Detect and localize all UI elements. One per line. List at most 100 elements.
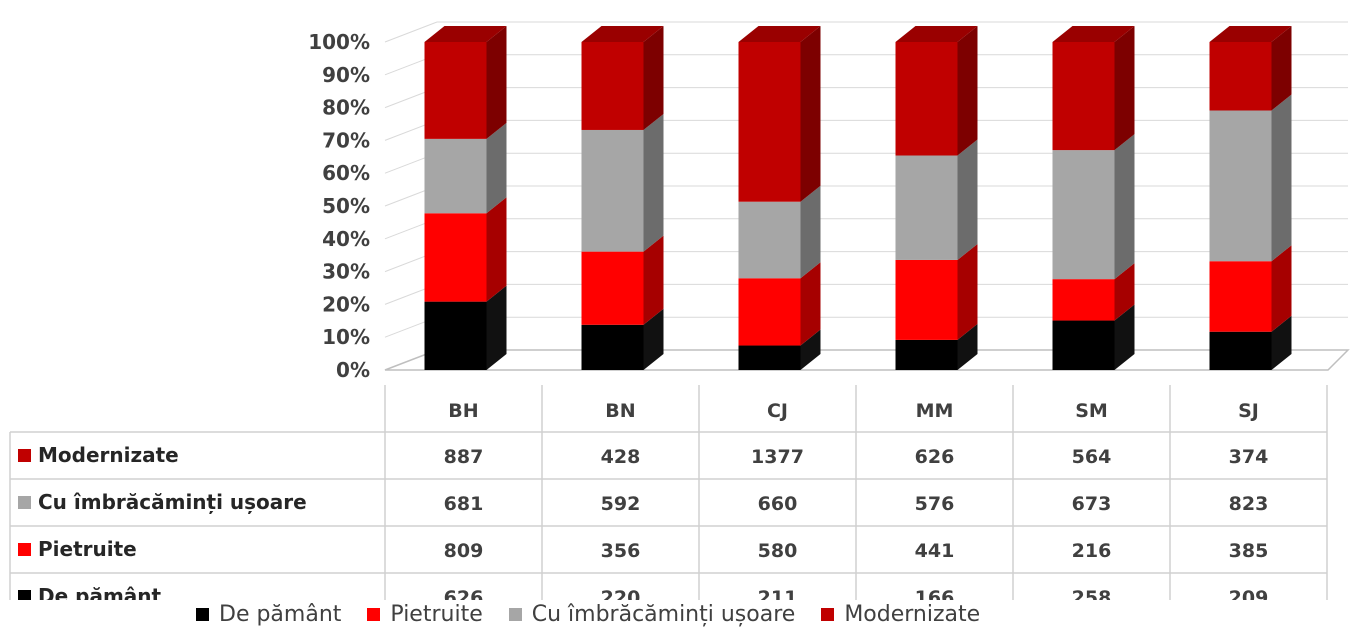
bar-segment-cj-1 bbox=[738, 262, 821, 346]
y-tick-label: 30% bbox=[322, 260, 370, 284]
data-table: BH BN CJ MM SM SJ Modernizate 887 428 1377 626 564 3… bbox=[9, 385, 1328, 600]
legend-label: Pietruite bbox=[390, 602, 483, 627]
table-cell: 441 bbox=[915, 540, 955, 562]
legend-item: Cu îmbrăcăminți ușoare bbox=[508, 602, 796, 627]
bar-side bbox=[957, 139, 978, 260]
bar-segment-sm-1 bbox=[1052, 263, 1135, 321]
table-cell: 258 bbox=[1072, 587, 1112, 600]
stacked-bar-chart: 0% 10% 20% 30% 40% 50% 60% 70% 80% 90% 100% BH BN CJ… bbox=[9, 21, 1350, 600]
y-tick-label: 100% bbox=[308, 30, 370, 54]
legend-swatch bbox=[367, 608, 381, 621]
legend-label: De pământ bbox=[219, 602, 342, 627]
bar-side bbox=[800, 329, 821, 370]
bar-front bbox=[424, 213, 487, 302]
bar-top bbox=[424, 26, 507, 42]
table-cell: 166 bbox=[915, 587, 955, 600]
gridline-depth bbox=[384, 21, 438, 43]
table-cell: 564 bbox=[1072, 446, 1112, 468]
legend-swatch bbox=[821, 608, 835, 621]
bar-segment-bh-3 bbox=[424, 26, 507, 139]
bar-front bbox=[1209, 42, 1272, 111]
bar-segment-bn-1 bbox=[581, 235, 664, 325]
bar-segment-bh-2 bbox=[424, 122, 507, 214]
bar-side bbox=[800, 26, 821, 202]
bar-front bbox=[581, 42, 644, 130]
legend-item: De pământ bbox=[196, 602, 341, 627]
bar-segment-sj-1 bbox=[1209, 245, 1292, 332]
y-tick-label: 40% bbox=[322, 227, 370, 251]
legend-item: Pietruite bbox=[367, 602, 483, 627]
bar-side bbox=[1271, 245, 1292, 332]
legend-label: Cu îmbrăcăminți ușoare bbox=[531, 602, 796, 627]
gridlines bbox=[384, 21, 1350, 371]
bar-segment-sm-3 bbox=[1052, 26, 1135, 151]
table-cell: 673 bbox=[1072, 493, 1112, 515]
table-cell: 220 bbox=[601, 587, 641, 600]
x-category-label: BH bbox=[448, 400, 478, 422]
bar-front bbox=[738, 278, 801, 346]
bar-front bbox=[581, 129, 644, 252]
bar-segment-sm-0 bbox=[1052, 304, 1135, 370]
table-cell: 580 bbox=[758, 540, 798, 562]
bar-side bbox=[643, 235, 664, 325]
bar-front bbox=[1052, 150, 1115, 280]
bar-front bbox=[738, 345, 801, 370]
bar-segment-sj-3 bbox=[1209, 26, 1292, 111]
bars bbox=[424, 26, 1292, 370]
legend-item: Modernizate bbox=[821, 602, 980, 627]
bar-front bbox=[424, 42, 487, 139]
table-cell: 887 bbox=[444, 446, 484, 468]
bar-top bbox=[1052, 26, 1135, 42]
y-tick-label: 10% bbox=[322, 325, 370, 349]
y-tick-label: 80% bbox=[322, 96, 370, 120]
x-category-label: MM bbox=[916, 400, 954, 422]
bar-side bbox=[1271, 315, 1292, 370]
bar-side bbox=[486, 122, 507, 214]
y-tick-label: 90% bbox=[322, 63, 370, 87]
table-row: Cu îmbrăcăminți ușoare 681 592 660 576 673 823 bbox=[18, 490, 1268, 515]
bar-top bbox=[1209, 26, 1292, 42]
table-cell: 823 bbox=[1229, 493, 1269, 515]
bar-front bbox=[1052, 320, 1115, 370]
bar-side bbox=[1271, 26, 1292, 111]
bar-side bbox=[1271, 94, 1292, 262]
y-tick-label: 0% bbox=[336, 358, 370, 382]
bar-side bbox=[957, 26, 978, 156]
bar-segment-bn-3 bbox=[581, 26, 664, 130]
bar-front bbox=[1052, 279, 1115, 321]
bar-side bbox=[1114, 134, 1135, 280]
table-cell: 216 bbox=[1072, 540, 1112, 562]
bar-segment-mm-1 bbox=[895, 243, 978, 340]
bar-side bbox=[1114, 263, 1135, 321]
bar-side bbox=[486, 197, 507, 302]
table-cell: 209 bbox=[1229, 587, 1269, 600]
table-cell: 576 bbox=[915, 493, 955, 515]
bar-top bbox=[581, 26, 664, 42]
y-axis: 0% 10% 20% 30% 40% 50% 60% 70% 80% 90% 100% bbox=[308, 30, 370, 382]
table-cell: 626 bbox=[915, 446, 955, 468]
row-label: De pământ bbox=[38, 584, 162, 600]
bar-side bbox=[486, 285, 507, 370]
bar-front bbox=[895, 155, 958, 260]
bar-segment-sm-2 bbox=[1052, 134, 1135, 280]
bar-top bbox=[895, 26, 978, 42]
x-category-label: SM bbox=[1075, 400, 1108, 422]
row-label: Cu îmbrăcăminți ușoare bbox=[38, 490, 307, 514]
table-cell: 1377 bbox=[751, 446, 804, 468]
bar-side bbox=[643, 26, 664, 130]
bar-side bbox=[643, 113, 664, 252]
bar-side bbox=[1114, 26, 1135, 151]
bar-segment-mm-2 bbox=[895, 139, 978, 260]
legend-swatch bbox=[508, 608, 522, 621]
table-cell: 626 bbox=[444, 587, 484, 600]
bar-segment-bh-1 bbox=[424, 197, 507, 302]
y-tick-label: 70% bbox=[322, 128, 370, 152]
bar-segment-sj-0 bbox=[1209, 315, 1292, 370]
bar-segment-bh-0 bbox=[424, 285, 507, 370]
chart-floor bbox=[384, 349, 1350, 371]
row-label: Modernizate bbox=[38, 443, 179, 467]
bar-front bbox=[895, 259, 958, 340]
bar-segment-sj-2 bbox=[1209, 94, 1292, 262]
row-legend-swatch bbox=[18, 496, 31, 509]
legend: De pământ Pietruite Cu îmbrăcăminți ușoare… bbox=[196, 602, 980, 627]
